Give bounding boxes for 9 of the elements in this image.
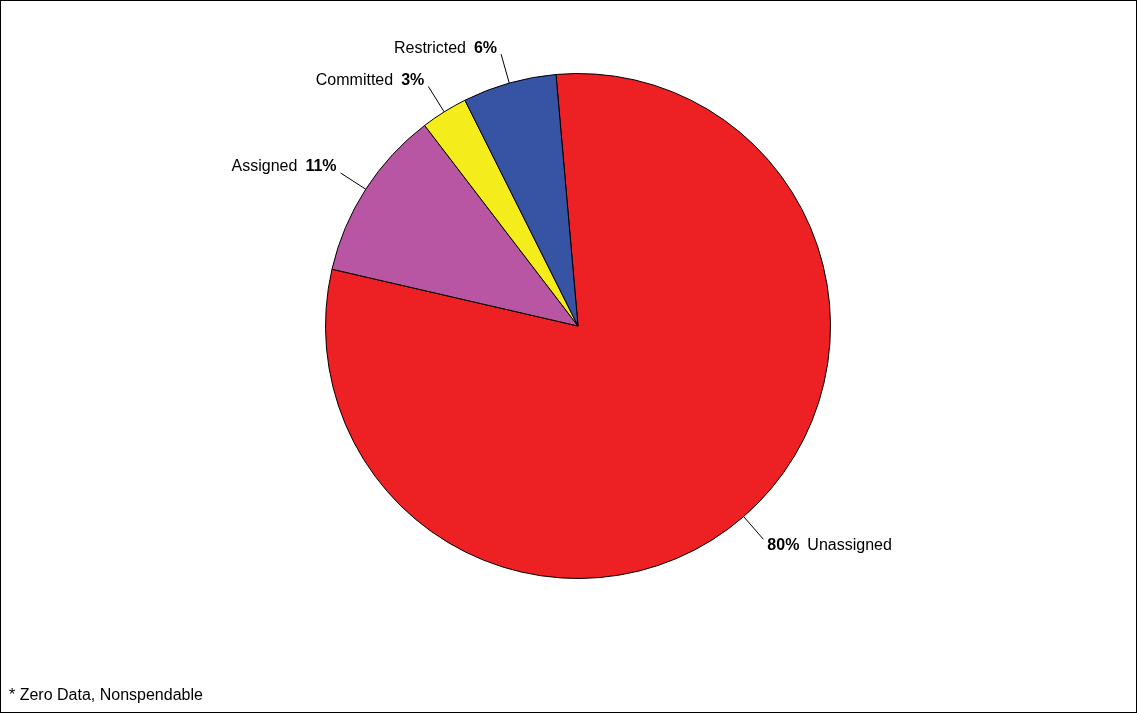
slice-label: Assigned <box>231 157 298 175</box>
slice-label: Restricted <box>393 38 466 56</box>
data-label: 11% <box>305 157 337 175</box>
data-label: 6% <box>473 38 498 56</box>
slice-label: Committed <box>315 70 394 88</box>
data-label: 80% <box>767 535 800 553</box>
slice-label: Unassigned <box>807 535 892 553</box>
data-label: 3% <box>401 70 425 88</box>
text: * Zero Data, Nonspendable <box>9 686 203 704</box>
